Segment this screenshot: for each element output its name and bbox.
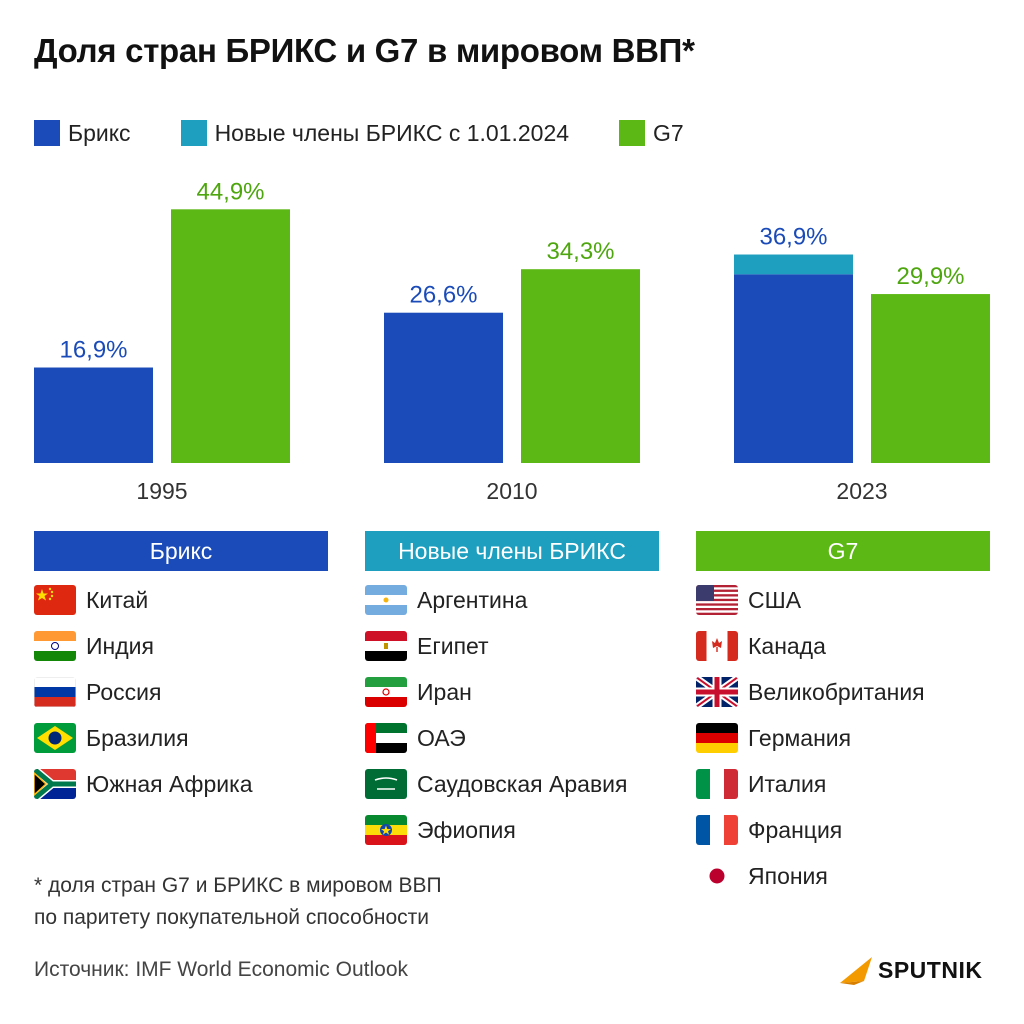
- ethiopia-flag-icon: [365, 815, 407, 845]
- bar-g7-1995: [171, 209, 290, 463]
- chart-legend: Брикс Новые члены БРИКС с 1.01.2024 G7: [34, 118, 734, 148]
- country-name: Бразилия: [86, 724, 189, 751]
- x-tick-label-1995: 1995: [136, 478, 187, 504]
- footnote: * доля стран G7 и БРИКС в мировом ВВП по…: [34, 870, 442, 934]
- country-item: Франция: [696, 813, 842, 847]
- country-name: Иран: [417, 678, 472, 705]
- sputnik-logo: SPUTNIK: [840, 955, 982, 985]
- bar-brics-2010: [384, 312, 503, 463]
- logo-text: SPUTNIK: [878, 956, 983, 983]
- legend-swatch-new-members: [180, 120, 207, 146]
- russia-flag-icon: [34, 677, 76, 707]
- bar-brics-1995: [34, 367, 153, 463]
- country-item: ОАЭ: [365, 721, 466, 755]
- country-name: Саудовская Аравия: [417, 770, 628, 797]
- country-name: Германия: [748, 724, 852, 751]
- x-tick-label-2023: 2023: [836, 478, 887, 504]
- canada-flag-icon: [696, 631, 738, 661]
- brazil-flag-icon: [34, 723, 76, 753]
- country-item: Эфиопия: [365, 813, 516, 847]
- bar-g7-2010: [521, 269, 640, 463]
- data-label-brics-2023: 36,9%: [759, 224, 827, 251]
- page-title: Доля стран БРИКС и G7 в мировом ВВП*: [34, 32, 695, 69]
- country-item: Канада: [696, 629, 826, 663]
- country-item: Египет: [365, 629, 489, 663]
- country-item: Южная Африка: [34, 767, 252, 801]
- germany-flag-icon: [696, 723, 738, 753]
- group-header-g7: G7: [696, 531, 990, 571]
- group-header-new-members: Новые члены БРИКС: [365, 531, 659, 571]
- egypt-flag-icon: [365, 631, 407, 661]
- south-africa-flag-icon: [34, 769, 76, 799]
- saudi-arabia-flag-icon: [365, 769, 407, 799]
- bar-new-members-2023: [734, 254, 853, 275]
- country-name: Китай: [86, 586, 149, 613]
- country-name: Италия: [748, 770, 827, 797]
- italy-flag-icon: [696, 769, 738, 799]
- country-name: ОАЭ: [417, 724, 466, 751]
- legend-item-brics: Брикс: [34, 120, 131, 147]
- country-item: Китай: [34, 583, 148, 617]
- country-item: США: [696, 583, 801, 617]
- bar-brics-2023: [734, 274, 853, 463]
- legend-swatch-g7: [619, 120, 646, 146]
- country-name: Канада: [748, 632, 826, 659]
- source-text: Источник: IMF World Economic Outlook: [34, 958, 409, 981]
- country-name: Южная Африка: [86, 770, 253, 797]
- country-name: Япония: [748, 862, 828, 889]
- country-item: Аргентина: [365, 583, 527, 617]
- country-name: Аргентина: [417, 586, 528, 613]
- country-item: Италия: [696, 767, 826, 801]
- iran-flag-icon: [365, 677, 407, 707]
- data-label-brics-1995: 16,9%: [59, 337, 127, 364]
- group-header-brics: Брикс: [34, 531, 328, 571]
- country-name: Египет: [417, 632, 489, 659]
- footnote-line: по паритету покупательной способности: [34, 906, 429, 929]
- argentina-flag-icon: [365, 585, 407, 615]
- sputnik-logo-icon: [840, 957, 872, 985]
- legend-label: G7: [653, 119, 684, 146]
- country-item: Германия: [696, 721, 851, 755]
- france-flag-icon: [696, 815, 738, 845]
- data-label-g7-2010: 34,3%: [546, 238, 614, 265]
- footnote-line: * доля стран G7 и БРИКС в мировом ВВП: [34, 874, 442, 897]
- country-name: Франция: [748, 816, 843, 843]
- legend-item-g7: G7: [619, 120, 684, 147]
- legend-item-new-members: Новые члены БРИКС с 1.01.2024: [180, 119, 570, 147]
- country-item: Индия: [34, 629, 154, 663]
- india-flag-icon: [34, 631, 76, 661]
- country-name: Россия: [86, 678, 162, 705]
- uk-flag-icon: [696, 677, 738, 707]
- data-label-g7-1995: 44,9%: [196, 178, 264, 205]
- china-flag-icon: [34, 585, 76, 615]
- country-name: Эфиопия: [417, 816, 516, 843]
- legend-label: Новые члены БРИКС с 1.01.2024: [214, 119, 570, 146]
- legend-swatch-brics: [34, 120, 60, 146]
- data-label-brics-2010: 26,6%: [409, 282, 477, 309]
- bar-chart: 16,9% 44,9% 1995 26,6% 34,3% 2010 36,9% 29,9% 20…: [34, 178, 990, 504]
- country-name: США: [748, 586, 802, 613]
- country-item: Россия: [34, 675, 161, 709]
- country-item: Саудовская Аравия: [365, 767, 627, 801]
- x-tick-label-2010: 2010: [486, 478, 537, 504]
- bar-g7-2023: [871, 294, 990, 463]
- country-name: Великобритания: [748, 678, 925, 705]
- data-label-g7-2023: 29,9%: [896, 263, 964, 290]
- country-item: Иран: [365, 675, 472, 709]
- country-name: Индия: [86, 632, 154, 659]
- country-item: Япония: [696, 859, 828, 893]
- legend-label: Брикс: [68, 119, 131, 146]
- country-item: Бразилия: [34, 721, 189, 755]
- japan-flag-icon: [696, 861, 738, 891]
- country-item: Великобритания: [696, 675, 925, 709]
- uae-flag-icon: [365, 723, 407, 753]
- usa-flag-icon: [696, 585, 738, 615]
